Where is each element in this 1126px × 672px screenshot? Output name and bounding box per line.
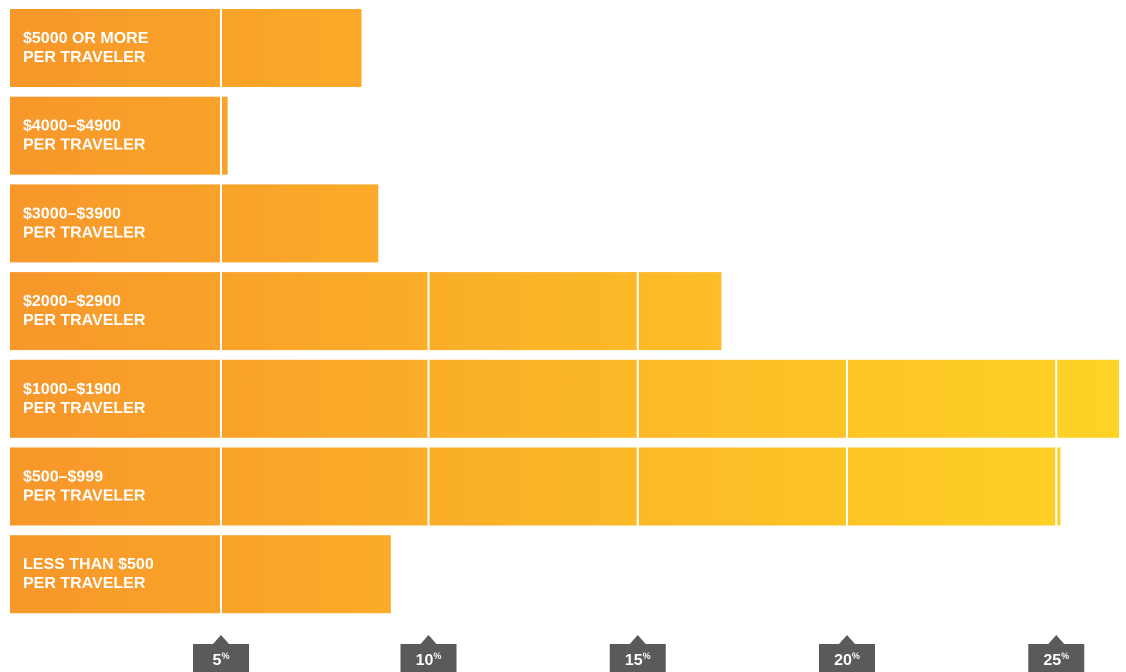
bar-1 bbox=[10, 96, 228, 175]
bars-layer bbox=[10, 9, 1120, 614]
tick-label-25: 25% bbox=[1043, 651, 1069, 669]
tick-25: 25% bbox=[1028, 635, 1085, 672]
category-label-6: LESS THAN $500 PER TRAVELER bbox=[23, 556, 154, 592]
bar-label-divider bbox=[220, 535, 222, 614]
tick-5: 5% bbox=[193, 635, 249, 672]
tick-box bbox=[1028, 635, 1085, 672]
tick-box bbox=[193, 635, 249, 672]
gridline-25 bbox=[1055, 359, 1058, 438]
gridline-15 bbox=[636, 359, 639, 438]
bar-6 bbox=[10, 535, 391, 614]
gridline-20 bbox=[846, 359, 848, 438]
bar-label-divider bbox=[220, 447, 222, 526]
category-label-4: $1000–$1900 PER TRAVELER bbox=[23, 381, 146, 417]
gridline-15 bbox=[636, 272, 639, 351]
gridline-25 bbox=[1055, 447, 1058, 526]
gridline-dividers bbox=[220, 9, 1058, 614]
bar-label-divider bbox=[220, 96, 222, 175]
tick-10: 10% bbox=[400, 635, 457, 672]
bar-3 bbox=[10, 272, 722, 351]
tick-box bbox=[400, 635, 457, 672]
gridline-10 bbox=[427, 447, 430, 526]
gridline-10 bbox=[427, 272, 430, 351]
tick-box bbox=[609, 635, 666, 672]
category-label-1: $4000–$4900 PER TRAVELER bbox=[23, 118, 146, 154]
bar-5 bbox=[10, 447, 1061, 526]
tick-label-20: 20% bbox=[834, 651, 860, 669]
category-label-3: $2000–$2900 PER TRAVELER bbox=[23, 293, 146, 329]
tick-20: 20% bbox=[819, 635, 875, 672]
category-label-5: $500–$999 PER TRAVELER bbox=[23, 469, 146, 505]
gridline-20 bbox=[846, 447, 848, 526]
bar-2 bbox=[10, 184, 379, 263]
x-axis-ticks: 5% 10% 15% 20% 25% bbox=[193, 635, 1085, 672]
bar-4 bbox=[10, 359, 1120, 438]
tick-label-5: 5% bbox=[213, 651, 230, 669]
tick-box bbox=[819, 635, 875, 672]
tick-label-10: 10% bbox=[416, 651, 442, 669]
bar-0 bbox=[10, 9, 362, 87]
category-label-0: $5000 OR MORE PER TRAVELER bbox=[23, 30, 149, 66]
bar-label-divider bbox=[220, 184, 222, 263]
tick-15: 15% bbox=[609, 635, 666, 672]
tick-label-15: 15% bbox=[625, 651, 651, 669]
gridline-15 bbox=[636, 447, 639, 526]
bar-label-divider bbox=[220, 359, 222, 438]
category-label-2: $3000–$3900 PER TRAVELER bbox=[23, 205, 146, 241]
category-labels: $5000 OR MORE PER TRAVELER $4000–$4900 PER … bbox=[23, 30, 154, 592]
gridline-10 bbox=[427, 359, 430, 438]
bar-label-divider bbox=[220, 9, 222, 87]
bar-label-divider bbox=[220, 272, 222, 351]
